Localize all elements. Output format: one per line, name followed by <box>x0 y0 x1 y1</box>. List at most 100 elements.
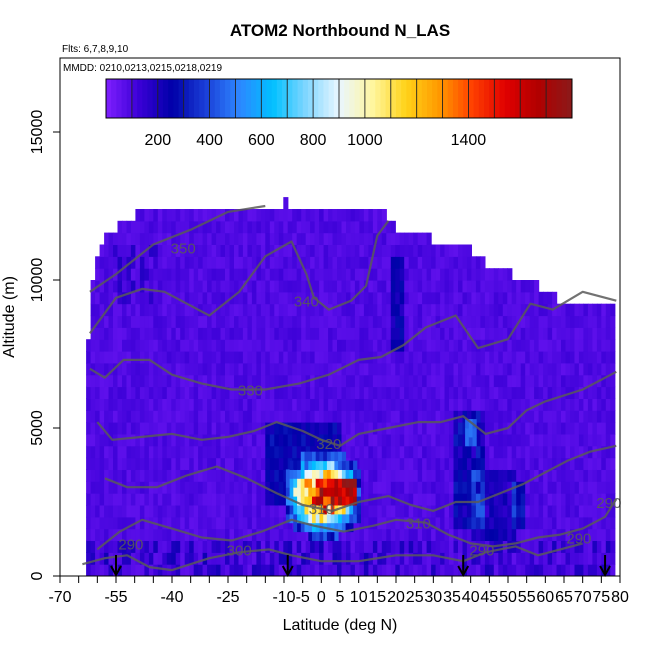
colorbar-swatch <box>556 79 563 118</box>
heatmap-cell <box>269 256 275 269</box>
heatmap-cell <box>596 351 602 364</box>
heatmap-cell <box>305 268 311 281</box>
heatmap-cell <box>319 280 325 293</box>
heatmap-cell <box>319 564 325 576</box>
heatmap-cell <box>538 445 544 459</box>
heatmap-cell <box>516 422 522 435</box>
heatmap-cell <box>453 351 459 364</box>
heatmap-cell <box>220 552 226 565</box>
heatmap-cell <box>99 244 105 257</box>
heatmap-cell <box>390 528 396 541</box>
heatmap-cell <box>319 327 325 340</box>
heatmap-cell <box>117 280 123 293</box>
heatmap-cell <box>431 481 437 494</box>
heatmap-cell <box>466 339 472 352</box>
heatmap-cell <box>561 303 567 317</box>
heatmap-cell <box>95 457 101 470</box>
heatmap-cell <box>408 303 414 317</box>
colorbar-swatch <box>111 79 117 118</box>
heatmap-cell <box>90 457 96 470</box>
heatmap-cell <box>561 552 567 565</box>
heatmap-cell <box>207 303 213 317</box>
hotspot-cell <box>356 496 361 506</box>
heatmap-cell <box>337 386 343 399</box>
heatmap-cell <box>529 493 535 506</box>
heatmap-cell <box>189 327 195 340</box>
heatmap-cell <box>242 209 248 222</box>
hotspot-cell <box>345 505 350 515</box>
heatmap-cell <box>480 339 486 352</box>
heatmap-cell <box>354 339 360 352</box>
heatmap-cell <box>184 315 190 328</box>
heatmap-cell <box>570 516 576 530</box>
heatmap-cell <box>328 433 334 447</box>
heatmap-cell <box>359 493 365 506</box>
heatmap-cell <box>516 362 522 376</box>
heatmap-cell <box>332 386 338 399</box>
colorbar-swatch <box>546 79 552 118</box>
contour-line <box>96 498 618 551</box>
heatmap-cell <box>193 481 199 494</box>
heatmap-cell <box>534 351 540 364</box>
heatmap-cell <box>287 209 293 222</box>
heatmap-cell <box>122 303 128 317</box>
heatmap-cell <box>346 552 352 565</box>
heatmap-cell <box>435 351 441 364</box>
heatmap-cell <box>386 528 392 541</box>
heatmap-cell <box>189 422 195 435</box>
heatmap-cell <box>171 351 177 364</box>
colorbar-swatch <box>188 79 195 118</box>
heatmap-cell <box>466 291 472 305</box>
heatmap-cell <box>484 445 490 459</box>
heatmap-cell <box>601 493 607 506</box>
heatmap-cell <box>296 540 302 553</box>
heatmap-cell <box>207 457 213 470</box>
heatmap-cell <box>95 339 101 352</box>
heatmap-cell <box>484 398 490 411</box>
heatmap-cell <box>587 398 593 411</box>
hotspot-cell <box>334 513 339 524</box>
heatmap-cell <box>220 351 226 364</box>
heatmap-cell <box>408 232 414 245</box>
heatmap-cell <box>350 433 356 447</box>
heatmap-cell <box>511 386 517 399</box>
heatmap-cell <box>449 291 455 305</box>
heatmap-cell <box>489 481 495 494</box>
heatmap-cell <box>408 552 414 565</box>
heatmap-cell <box>547 339 553 352</box>
heatmap-cell <box>148 232 154 245</box>
heatmap-cell <box>171 398 177 411</box>
heatmap-cell <box>520 280 526 293</box>
heatmap-cell <box>570 339 576 352</box>
heatmap-cell <box>587 516 593 530</box>
heatmap-cell <box>319 315 325 328</box>
heatmap-cell <box>157 445 163 459</box>
heatmap-cell <box>404 505 410 518</box>
heatmap-cell <box>359 433 365 447</box>
heatmap-cell <box>122 244 128 257</box>
heatmap-cell <box>234 505 240 518</box>
heatmap-cell <box>292 564 298 576</box>
heatmap-cell <box>520 457 526 470</box>
hotspot-cell <box>319 478 324 488</box>
heatmap-cell <box>283 457 289 470</box>
colorbar-swatch <box>240 79 247 118</box>
heatmap-cell <box>381 398 387 411</box>
heatmap-cell <box>534 339 540 352</box>
heatmap-cell <box>113 256 119 269</box>
heatmap-cell <box>216 232 222 245</box>
heatmap-cell <box>269 552 275 565</box>
heatmap-cell <box>493 469 499 482</box>
contour-line <box>96 370 617 447</box>
heatmap-cell <box>404 493 410 506</box>
heatmap-cell <box>265 505 271 518</box>
heatmap-cell <box>399 564 405 576</box>
heatmap-cell <box>274 209 280 222</box>
heatmap-cell <box>220 339 226 352</box>
heatmap-cell <box>381 315 387 328</box>
heatmap-cell <box>130 445 136 459</box>
heatmap-cell <box>225 410 231 423</box>
heatmap-cell <box>520 303 526 317</box>
heatmap-cell <box>122 291 128 305</box>
heatmap-cell <box>525 505 531 518</box>
